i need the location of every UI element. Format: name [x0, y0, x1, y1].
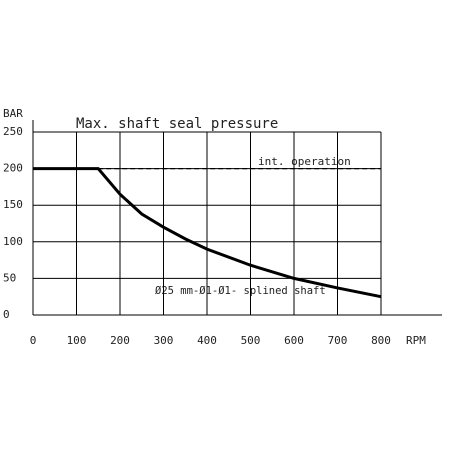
y-tick-label: 0: [3, 308, 10, 321]
y-tick-label: 100: [3, 235, 23, 248]
y-axis-label: BAR: [3, 107, 23, 120]
x-axis-label: RPM: [406, 334, 426, 347]
x-tick-label: 600: [284, 334, 304, 347]
y-tick-label: 200: [3, 162, 23, 175]
x-tick-label: 100: [67, 334, 87, 347]
y-tick-label: 150: [3, 198, 23, 211]
x-tick-label: 500: [241, 334, 261, 347]
annotation: int. operation: [258, 155, 351, 168]
x-tick-label: 200: [110, 334, 130, 347]
x-tick-label: 0: [30, 334, 37, 347]
y-tick-label: 250: [3, 125, 23, 138]
series-line: [33, 167, 382, 299]
y-tick-label: 50: [3, 271, 16, 284]
x-tick-label: 300: [154, 334, 174, 347]
chart-title: Max. shaft seal pressure: [76, 116, 278, 132]
annotation: Ø25 mm-Ø1-Ø1- splined shaft: [155, 285, 326, 297]
x-tick-label: 800: [371, 334, 391, 347]
x-tick-label: 700: [328, 334, 348, 347]
x-tick-label: 400: [197, 334, 217, 347]
